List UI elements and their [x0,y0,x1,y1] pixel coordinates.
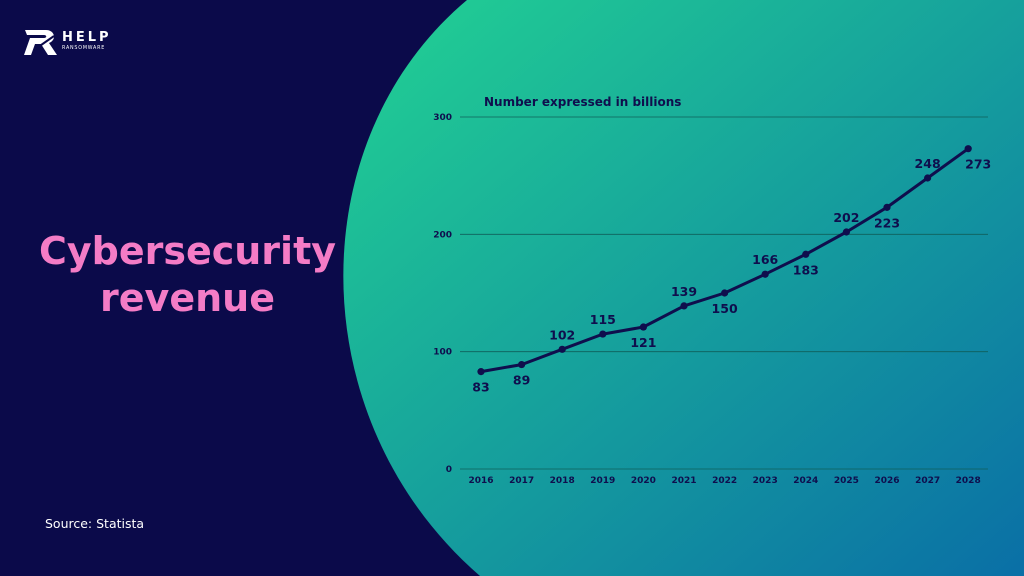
x-tick-label: 2023 [753,476,778,486]
data-point [761,270,769,278]
data-point [802,250,810,258]
data-points [477,145,972,376]
y-tick-label: 0 [446,465,452,475]
data-label: 102 [549,327,575,342]
data-point [518,360,526,369]
data-label: 89 [513,373,530,388]
page-title-line-2: revenue [100,276,275,320]
x-tick-label: 2026 [874,476,899,486]
gridlines [460,116,988,470]
data-label: 121 [630,335,656,350]
y-tick-label: 100 [433,348,452,358]
data-point [883,203,891,211]
data-point [680,302,688,310]
data-label: 83 [472,380,489,395]
data-label: 150 [712,301,738,316]
x-tick-label: 2022 [712,476,737,486]
page-title-line-1: Cybersecurity [38,229,337,273]
data-label: 183 [793,262,819,277]
x-tick-label: 2021 [671,476,696,486]
x-tick-label: 2020 [631,476,656,486]
x-tick-label: 2017 [509,476,534,486]
source-note: Source: Statista [45,516,145,531]
data-point [639,323,648,331]
data-label: 115 [590,312,616,327]
logo: HELP RANSOMWARE [22,26,122,60]
data-point [558,345,566,353]
logo-wordmark: HELP [62,30,112,45]
data-point [721,289,729,297]
x-tick-label: 2018 [550,476,575,486]
logo-subtitle: RANSOMWARE [62,46,106,51]
data-label: 273 [965,157,991,172]
x-tick-label: 2028 [956,476,981,486]
data-label: 248 [915,156,941,171]
data-point [842,228,851,236]
data-labels: 83 89 102 115 121 139 150 166 183 202 223 248 273 [472,156,991,395]
page-title: Cybersecurity revenue [0,228,375,322]
y-axis-ticks: 0 100 200 300 [433,113,452,475]
logo-mark-icon [24,30,57,55]
x-tick-label: 2024 [793,476,818,486]
data-label: 223 [874,215,900,230]
data-point [477,368,485,376]
data-label: 202 [833,210,859,225]
data-label: 139 [671,284,697,299]
data-point [599,330,607,338]
data-point [924,174,932,182]
data-label: 166 [752,252,778,267]
x-tick-label: 2016 [468,476,493,486]
y-tick-label: 200 [433,230,452,240]
x-tick-label: 2019 [590,476,615,486]
data-point [964,145,972,153]
x-axis-ticks: 2016 2017 2018 2019 2020 2021 2022 2023 2024 2025… [468,476,980,486]
unit-label: Number expressed in billions [484,95,681,109]
x-tick-label: 2025 [834,476,859,486]
x-tick-label: 2027 [915,476,940,486]
gradient-panel [343,0,1024,576]
y-tick-label: 300 [433,113,452,123]
